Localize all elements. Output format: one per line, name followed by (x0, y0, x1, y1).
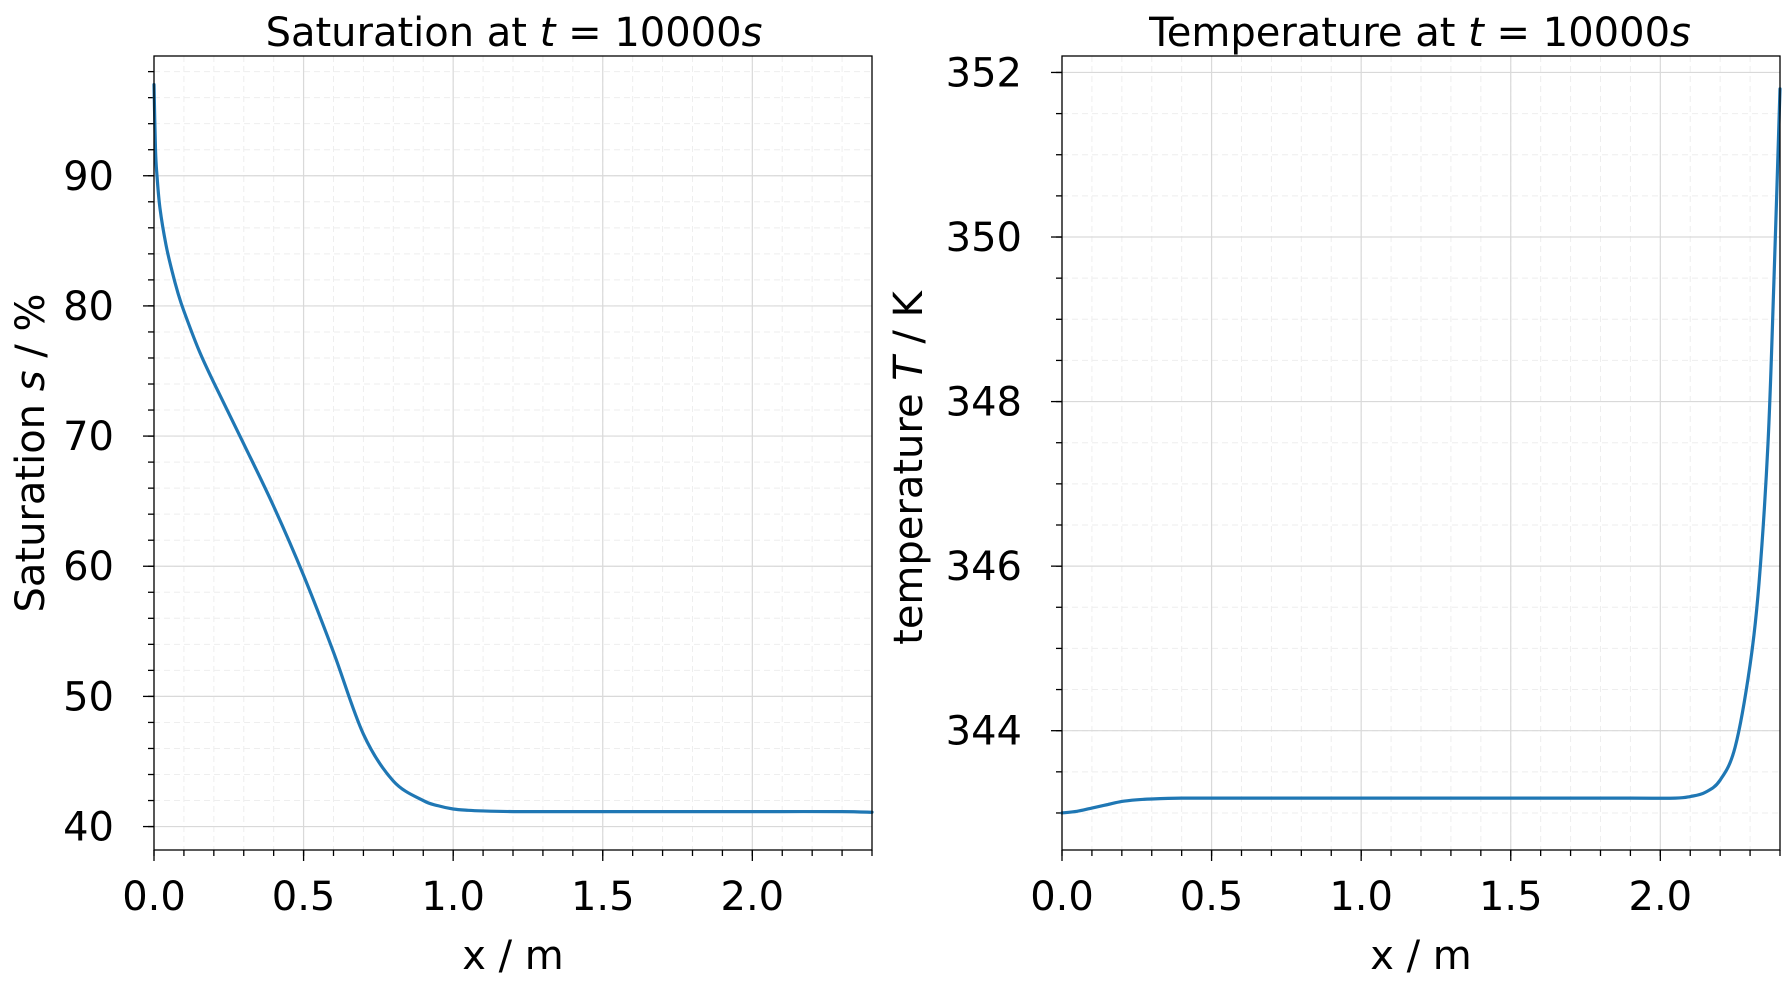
temperature-x-tick-label: 0.0 (1030, 874, 1094, 920)
temperature-x-tick-label: 2.0 (1629, 874, 1693, 920)
saturation-chart: Saturation at t = 10000s 0.0 0.5 1.0 1.5 2.0… (8, 10, 874, 979)
saturation-x-tick-label: 1.0 (421, 874, 485, 920)
saturation-chart-title: Saturation at t = 10000s (266, 10, 763, 56)
saturation-y-tick-label: 80 (63, 284, 114, 330)
temperature-chart-title: Temperature at t = 10000s (1148, 10, 1691, 56)
saturation-x-tick-label: 1.5 (571, 874, 635, 920)
temperature-x-tick-label: 1.0 (1329, 874, 1393, 920)
temperature-x-tick-label: 1.5 (1479, 874, 1543, 920)
saturation-x-axis-label: x / m (462, 933, 564, 979)
saturation-y-axis-label: Saturation s / % (8, 294, 54, 613)
saturation-x-tick-label: 0.5 (272, 874, 336, 920)
temperature-y-tick-label: 344 (946, 709, 1022, 755)
temperature-y-tick-label: 346 (946, 544, 1022, 590)
temperature-x-axis-label: x / m (1370, 933, 1472, 979)
temperature-y-axis-label: temperature T / K (886, 289, 932, 644)
saturation-y-tick-label: 90 (63, 154, 114, 200)
temperature-plot-frame (1061, 55, 1781, 851)
saturation-y-tick-label: 60 (63, 544, 114, 590)
temperature-y-tick-label: 350 (946, 215, 1022, 261)
saturation-y-tick-label: 40 (63, 805, 114, 851)
saturation-x-tick-label: 0.0 (122, 874, 186, 920)
saturation-x-tick-label: 2.0 (721, 874, 785, 920)
saturation-y-tick-label: 50 (63, 674, 114, 720)
saturation-y-tick-label: 70 (63, 414, 114, 460)
temperature-series-line (1060, 87, 1782, 815)
temperature-y-tick-label: 348 (946, 380, 1022, 426)
temperature-x-tick-label: 0.5 (1180, 874, 1244, 920)
saturation-series-line (152, 83, 874, 814)
temperature-chart: Temperature at t = 10000s 0.0 0.5 1.0 1.5 2.… (886, 10, 1782, 979)
saturation-plot-frame (153, 55, 873, 851)
temperature-y-tick-label: 352 (946, 50, 1022, 96)
